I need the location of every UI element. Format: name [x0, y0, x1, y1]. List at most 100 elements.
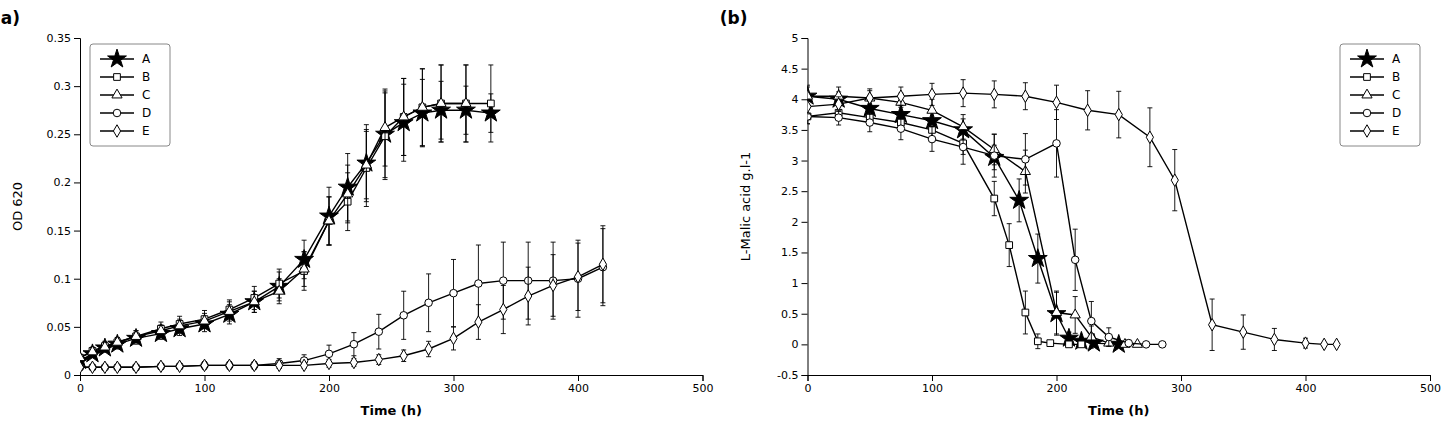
point — [475, 316, 482, 328]
point — [1078, 341, 1085, 348]
y-tick-label: -0.5 — [777, 369, 798, 382]
y-axis-title: OD 620 — [10, 182, 25, 231]
point — [866, 119, 874, 127]
point — [1146, 131, 1153, 143]
point — [157, 360, 164, 372]
point — [108, 334, 127, 352]
point — [487, 100, 494, 107]
y-tick: 5 — [792, 32, 808, 45]
y-tick-mark — [802, 252, 808, 253]
x-tick-label: 400 — [568, 382, 589, 395]
legend-marker — [112, 89, 122, 98]
x-axis-line — [808, 376, 1431, 382]
point — [400, 312, 408, 320]
point — [1070, 309, 1080, 318]
x-tick: 100 — [922, 375, 943, 395]
point — [226, 359, 233, 371]
y-tick: 0.05 — [47, 321, 81, 334]
point — [1171, 174, 1178, 186]
point — [1066, 341, 1073, 348]
point — [1333, 338, 1340, 350]
x-tick-label: 300 — [444, 382, 465, 395]
series — [808, 86, 1129, 352]
error-bar — [1007, 224, 1012, 267]
y-tick-mark — [802, 344, 808, 345]
point — [325, 357, 332, 369]
point — [399, 111, 409, 120]
point — [114, 361, 121, 373]
x-tick: 0 — [805, 375, 812, 395]
y-tick-mark — [74, 38, 80, 39]
point — [361, 159, 371, 168]
error-bar — [992, 181, 997, 215]
x-tick-label: 500 — [1420, 382, 1441, 395]
x-tick-mark — [932, 375, 933, 381]
point — [959, 143, 967, 151]
y-tick: 0 — [792, 338, 808, 351]
y-tick: 0.35 — [47, 32, 81, 45]
point — [1022, 156, 1030, 164]
series — [808, 109, 1167, 348]
point — [1022, 309, 1029, 316]
legend-marker — [1358, 49, 1377, 67]
error-bar — [1023, 291, 1028, 334]
series — [808, 105, 1085, 348]
point — [808, 86, 817, 104]
x-tick-label: 500 — [693, 382, 714, 395]
point — [450, 289, 458, 297]
y-tick-label: 1 — [792, 277, 799, 290]
point — [1271, 333, 1278, 345]
y-tick-label: 0.2 — [54, 176, 72, 189]
x-tick-mark — [578, 375, 579, 381]
point — [375, 328, 383, 336]
point — [199, 315, 209, 324]
y-tick-mark — [74, 327, 80, 328]
y-tick-label: 3.5 — [781, 124, 799, 137]
point — [131, 331, 141, 340]
point — [461, 98, 471, 107]
plot-area — [808, 80, 1341, 353]
point — [350, 340, 358, 348]
line — [808, 96, 1119, 344]
point — [375, 353, 382, 365]
point — [400, 349, 407, 361]
x-tick-label: 100 — [922, 382, 943, 395]
y-tick-label: 5 — [792, 32, 799, 45]
x-tick: 400 — [1296, 375, 1317, 395]
point — [1022, 90, 1029, 102]
point — [1047, 340, 1054, 347]
y-tick-mark — [74, 134, 80, 135]
series — [808, 85, 1143, 348]
legend-label: E — [1392, 124, 1400, 138]
point — [1053, 96, 1060, 108]
legend-marker — [1362, 89, 1372, 98]
y-tick: 1.5 — [781, 246, 808, 259]
y-tick: 3.5 — [781, 124, 808, 137]
x-tick-mark — [1430, 375, 1431, 381]
point — [112, 336, 122, 345]
point — [525, 290, 532, 302]
line — [808, 116, 1163, 344]
point — [450, 332, 457, 344]
line — [808, 93, 1337, 344]
point — [224, 306, 234, 315]
point — [897, 90, 904, 102]
y-tick-mark — [802, 314, 808, 315]
y-axis: -0.500.511.522.533.544.55 — [777, 32, 808, 382]
point — [343, 188, 353, 197]
point — [835, 98, 842, 110]
point — [1034, 338, 1041, 345]
y-tick-mark — [802, 38, 808, 39]
point — [324, 215, 334, 224]
panel-label: (a) — [0, 8, 20, 28]
point — [350, 356, 357, 368]
x-tick: 500 — [1420, 375, 1441, 395]
point — [100, 341, 110, 350]
legend-label: C — [1392, 88, 1400, 102]
y-tick: 0.1 — [54, 273, 81, 286]
panel: 0100200300400500-0.500.511.522.533.544.5… — [720, 8, 1441, 418]
point — [1053, 140, 1061, 148]
legend-marker — [114, 74, 121, 81]
y-tick-mark — [74, 279, 80, 280]
x-tick-label: 0 — [77, 382, 84, 395]
